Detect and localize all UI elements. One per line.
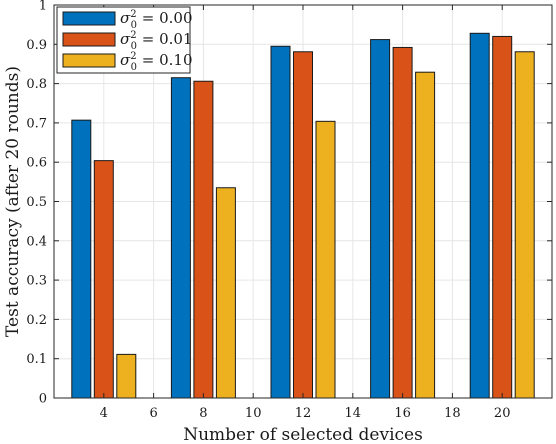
bar-series-3-x-20: [514, 51, 535, 399]
bar-series-1-x-16: [370, 39, 391, 399]
y-tick-label: 0.7: [26, 116, 47, 131]
bar-series-3-x-8: [215, 187, 236, 399]
y-tick-label: 0.8: [26, 77, 47, 92]
bar-series-1-x-20: [469, 32, 490, 399]
y-axis-label: Test accuracy (after 20 rounds): [3, 66, 23, 337]
bar-series-1-x-4: [71, 119, 92, 399]
bar-series-2-x-16: [392, 46, 413, 399]
x-tick-labels: 4 6 8 10 12 14 16 18 20: [100, 406, 511, 421]
bar-series-2-x-20: [492, 35, 513, 399]
y-tick-label: 0: [39, 392, 47, 407]
bar-series-2-x-4: [93, 160, 114, 399]
x-tick-label: 12: [295, 406, 312, 421]
legend-label-2: σ2 0 = 0.01: [120, 30, 193, 52]
x-tick-label: 20: [494, 406, 511, 421]
y-tick-labels: 0 0.1 0.2 0.3 0.4 0.5 0.6 0.7 0.8 0.9 1: [26, 0, 47, 407]
x-tick-label: 10: [245, 406, 262, 421]
x-tick-label: 6: [149, 406, 157, 421]
y-tick-label: 0.3: [26, 274, 47, 289]
y-tick-label: 1: [39, 0, 47, 14]
bar-series-3-x-16: [415, 71, 436, 399]
y-tick-label: 0.2: [26, 313, 47, 328]
x-tick-label: 18: [444, 406, 461, 421]
bar-series-1-x-12: [270, 45, 291, 399]
x-tick-label: 4: [100, 406, 108, 421]
y-tick-label: 0.6: [26, 156, 47, 171]
legend-swatch-3: [62, 53, 116, 68]
x-tick-label: 14: [345, 406, 362, 421]
bar-series-1-x-8: [170, 77, 191, 399]
bar-series-3-x-4: [116, 353, 137, 399]
legend-swatch-2: [62, 32, 116, 47]
x-axis-label: Number of selected devices: [183, 425, 423, 444]
x-tick-label: 16: [394, 406, 411, 421]
bar-series-2-x-8: [193, 80, 214, 399]
y-tick-label: 0.9: [26, 38, 47, 53]
y-tick-label: 0.5: [26, 195, 47, 210]
legend-label-1: σ2 0 = 0.00: [120, 9, 193, 31]
bar-series-2-x-12: [293, 51, 313, 399]
bars: [71, 32, 535, 399]
bar-series-3-x-12: [315, 120, 336, 399]
x-tick-label: 8: [199, 406, 207, 421]
legend-label-3: σ2 0 = 0.10: [120, 51, 193, 73]
y-tick-label: 0.1: [26, 352, 47, 367]
legend-swatch-1: [62, 11, 116, 26]
y-tick-label: 0.4: [26, 234, 47, 249]
